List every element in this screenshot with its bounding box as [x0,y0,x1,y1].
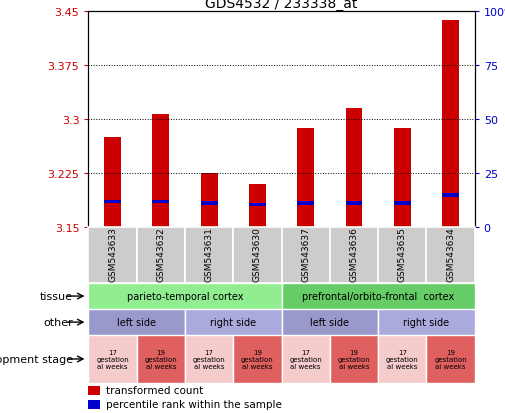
Bar [297,202,314,205]
Text: development stage: development stage [0,354,73,364]
Bar [330,335,378,383]
Text: 17
gestation
al weeks: 17 gestation al weeks [289,349,322,369]
Bar [153,114,169,228]
Bar [282,283,475,309]
Bar [378,309,475,335]
Bar [345,109,363,228]
Bar [378,335,426,383]
Bar [394,128,411,228]
Text: 17
gestation
al weeks: 17 gestation al weeks [386,349,419,369]
Bar [200,174,218,228]
Bar [88,228,137,283]
Text: GSM543635: GSM543635 [398,227,407,282]
Bar [282,309,378,335]
Bar [233,335,281,383]
Text: GSM543636: GSM543636 [349,227,359,282]
Text: transformed count: transformed count [106,385,203,395]
Text: other: other [43,317,73,328]
Bar [88,400,100,409]
Bar [297,128,314,228]
Bar [378,228,426,283]
Text: 19
gestation
al weeks: 19 gestation al weeks [434,349,467,369]
Bar [88,386,100,395]
Bar [88,309,185,335]
Text: GSM543634: GSM543634 [446,227,455,282]
Text: left side: left side [311,317,349,328]
Text: GSM543630: GSM543630 [253,227,262,282]
Bar [426,228,475,283]
Bar [233,228,281,283]
Bar [88,335,137,383]
Text: 19
gestation
al weeks: 19 gestation al weeks [338,349,370,369]
Bar [330,228,378,283]
Bar [88,283,282,309]
Text: parieto-temporal cortex: parieto-temporal cortex [127,291,243,301]
Text: right side: right side [403,317,449,328]
Text: 19
gestation
al weeks: 19 gestation al weeks [241,349,274,369]
Title: GDS4532 / 233338_at: GDS4532 / 233338_at [206,0,358,12]
Bar [104,200,121,204]
Text: tissue: tissue [40,291,73,301]
Text: prefrontal/orbito-frontal  cortex: prefrontal/orbito-frontal cortex [302,291,454,301]
Text: GSM543631: GSM543631 [205,227,214,282]
Bar [137,228,185,283]
Bar [185,309,282,335]
Text: right side: right side [210,317,257,328]
Text: GSM543637: GSM543637 [301,227,310,282]
Text: 17
gestation
al weeks: 17 gestation al weeks [193,349,225,369]
Text: GSM543632: GSM543632 [157,227,165,282]
Bar [185,228,233,283]
Bar [282,228,330,283]
Bar [249,185,266,228]
Text: 19
gestation
al weeks: 19 gestation al weeks [144,349,177,369]
Bar [185,335,233,383]
Bar [394,202,411,205]
Bar [282,335,330,383]
Bar [104,138,121,228]
Bar [153,200,169,204]
Bar [137,335,185,383]
Bar [426,335,475,383]
Text: percentile rank within the sample: percentile rank within the sample [106,399,282,409]
Bar [442,194,459,197]
Bar [249,203,266,207]
Bar [200,202,218,205]
Text: 17
gestation
al weeks: 17 gestation al weeks [96,349,129,369]
Text: left side: left side [117,317,156,328]
Bar [345,202,363,205]
Bar [442,21,459,228]
Text: GSM543633: GSM543633 [108,227,117,282]
